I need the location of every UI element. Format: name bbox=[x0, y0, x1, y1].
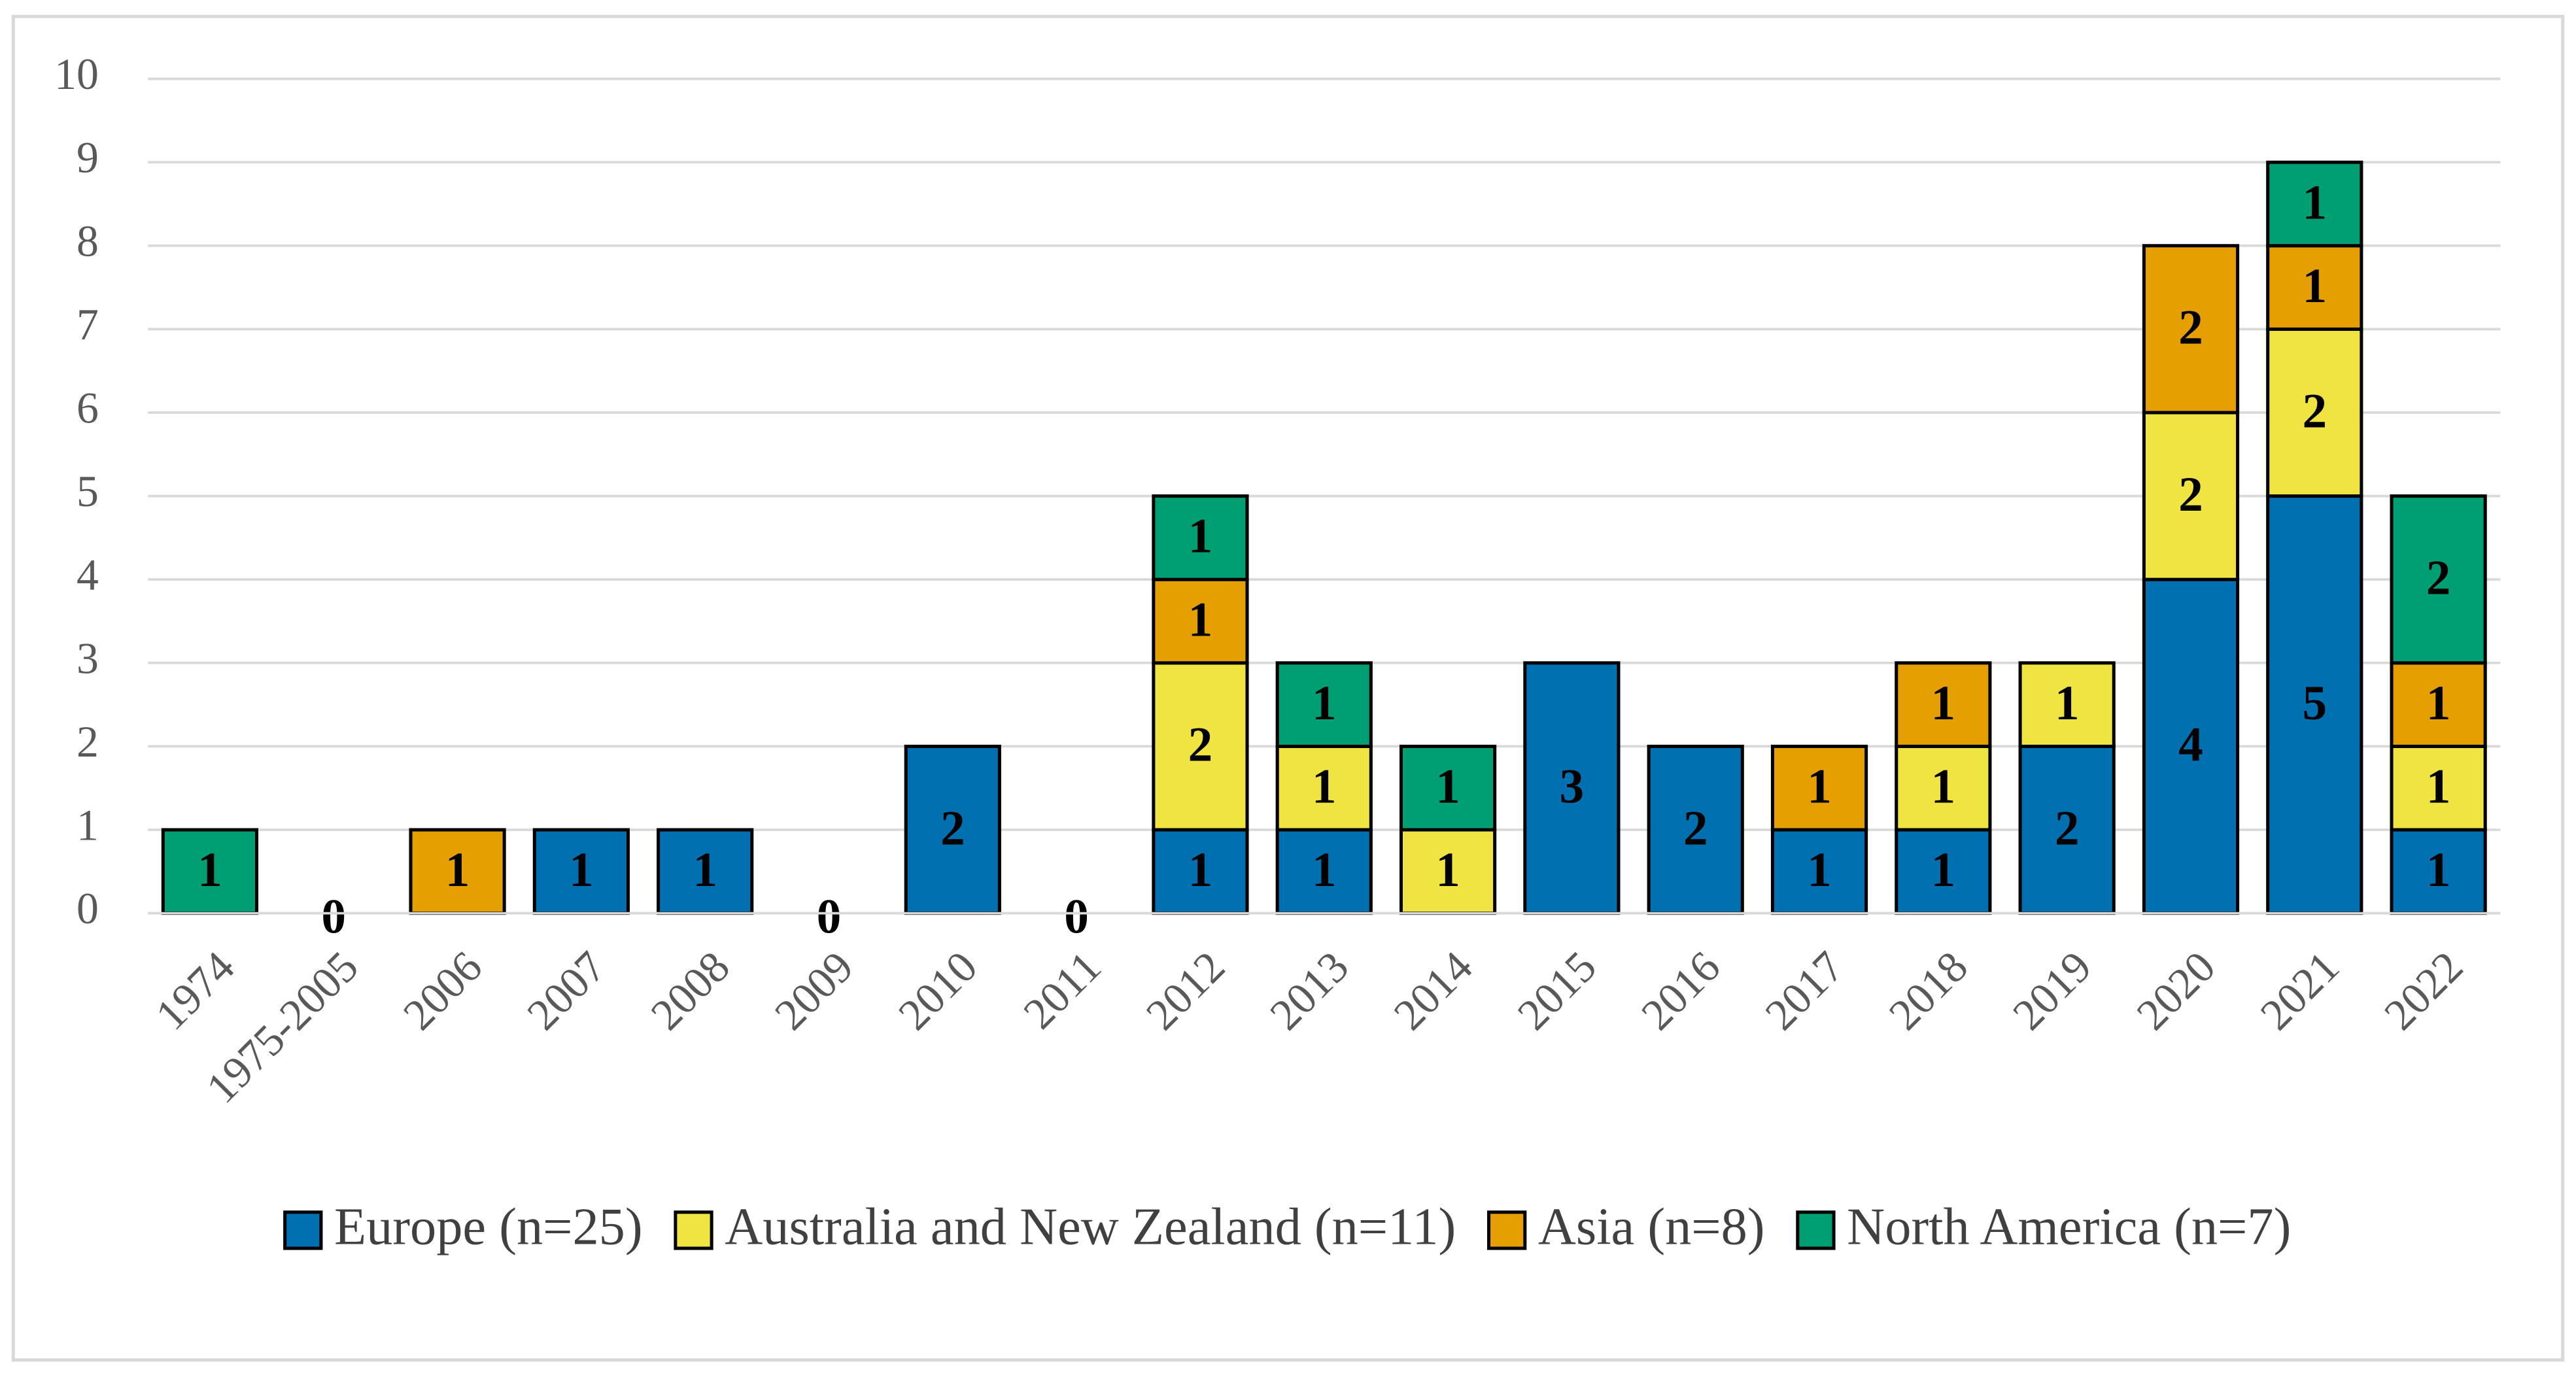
bar-segment bbox=[161, 828, 259, 915]
bar-segment bbox=[2018, 744, 2116, 915]
legend-swatch bbox=[1487, 1210, 1527, 1250]
y-tick-label: 7 bbox=[77, 300, 99, 349]
data-label: 2 bbox=[2426, 551, 2451, 606]
bar-segment bbox=[1275, 744, 1373, 832]
data-label: 1 bbox=[1188, 843, 1213, 897]
y-tick-label: 2 bbox=[77, 717, 99, 766]
data-label: 2 bbox=[2302, 384, 2327, 438]
data-label: 1 bbox=[2426, 676, 2451, 730]
data-label: 2 bbox=[940, 801, 965, 855]
data-label: 1 bbox=[1312, 843, 1337, 897]
data-label: 1 bbox=[693, 843, 717, 897]
data-label: 2 bbox=[1188, 718, 1213, 772]
y-tick-label: 1 bbox=[77, 801, 99, 850]
bar-segment bbox=[2018, 661, 2116, 748]
legend-label: Australia and New Zealand (n=11) bbox=[725, 1197, 1456, 1255]
legend-label: Asia (n=8) bbox=[1538, 1197, 1765, 1255]
data-label: 1 bbox=[1931, 760, 1956, 814]
data-label: 1 bbox=[1931, 843, 1956, 897]
data-label: 1 bbox=[2302, 259, 2327, 313]
data-label: 2 bbox=[2055, 801, 2080, 855]
bar-segment bbox=[2142, 244, 2240, 415]
data-label: 1 bbox=[1807, 760, 1832, 814]
y-tick-label: 3 bbox=[77, 634, 99, 683]
bar-segment bbox=[1399, 828, 1497, 915]
data-label: 2 bbox=[2178, 301, 2203, 355]
data-label: 1 bbox=[197, 843, 222, 897]
bar-segment bbox=[1770, 828, 1868, 915]
data-label: 4 bbox=[2178, 718, 2203, 772]
bar-segment bbox=[1275, 828, 1373, 915]
bar-segment bbox=[2390, 661, 2487, 748]
bar-segment bbox=[1152, 577, 1249, 665]
bar-segment bbox=[2266, 494, 2363, 915]
bar-segment bbox=[2390, 744, 2487, 832]
bar-segment bbox=[1895, 661, 1992, 748]
data-label: 1 bbox=[2426, 760, 2451, 814]
data-label: 1 bbox=[2426, 843, 2451, 897]
bar-segment bbox=[1152, 661, 1249, 832]
data-label: 1 bbox=[1312, 760, 1337, 814]
data-label: 1 bbox=[1188, 509, 1213, 564]
total-label: 0 bbox=[321, 889, 346, 944]
bar-segment bbox=[1275, 661, 1373, 748]
data-label: 1 bbox=[1188, 592, 1213, 647]
legend-label: North America (n=7) bbox=[1847, 1197, 2291, 1255]
total-label: 0 bbox=[1064, 889, 1089, 944]
bar-segment bbox=[1399, 744, 1497, 832]
data-label: 2 bbox=[2178, 468, 2203, 522]
bar-segment bbox=[1647, 744, 1744, 915]
data-label: 2 bbox=[1683, 801, 1708, 855]
bar-segment bbox=[1523, 661, 1621, 915]
bar-segment bbox=[2266, 244, 2363, 331]
data-label: 1 bbox=[2302, 175, 2327, 230]
legend-swatch bbox=[1796, 1210, 1836, 1250]
data-label: 3 bbox=[1560, 760, 1585, 814]
y-tick-label: 0 bbox=[77, 884, 99, 933]
data-label: 1 bbox=[2055, 676, 2080, 730]
y-tick-label: 9 bbox=[77, 133, 99, 182]
legend-swatch bbox=[283, 1210, 323, 1250]
data-label: 1 bbox=[1807, 843, 1832, 897]
bar-segment bbox=[1152, 494, 1249, 581]
y-tick-label: 5 bbox=[77, 467, 99, 516]
bar-segment bbox=[532, 828, 630, 915]
data-label: 1 bbox=[1435, 760, 1460, 814]
data-label: 1 bbox=[1435, 843, 1460, 897]
legend-swatch bbox=[674, 1210, 713, 1250]
y-tick-label: 8 bbox=[77, 216, 99, 265]
bar-segment bbox=[904, 744, 1001, 915]
bar-segment bbox=[2266, 160, 2363, 248]
bar-segment bbox=[2266, 327, 2363, 498]
data-label: 1 bbox=[1931, 676, 1956, 730]
y-tick-label: 4 bbox=[77, 551, 99, 600]
data-label: 1 bbox=[569, 843, 594, 897]
total-label: 0 bbox=[817, 889, 842, 944]
data-label: 1 bbox=[1312, 676, 1337, 730]
data-label: 5 bbox=[2302, 676, 2327, 730]
bar-segment bbox=[1770, 744, 1868, 832]
data-label: 1 bbox=[445, 843, 470, 897]
legend-label: Europe (n=25) bbox=[334, 1197, 643, 1255]
bar-segment bbox=[2390, 494, 2487, 665]
bar-segment bbox=[2142, 577, 2240, 915]
bar-segment bbox=[409, 828, 506, 915]
bar-segment bbox=[2142, 411, 2240, 581]
y-tick-label: 6 bbox=[77, 384, 99, 433]
y-tick-label: 10 bbox=[54, 50, 99, 99]
